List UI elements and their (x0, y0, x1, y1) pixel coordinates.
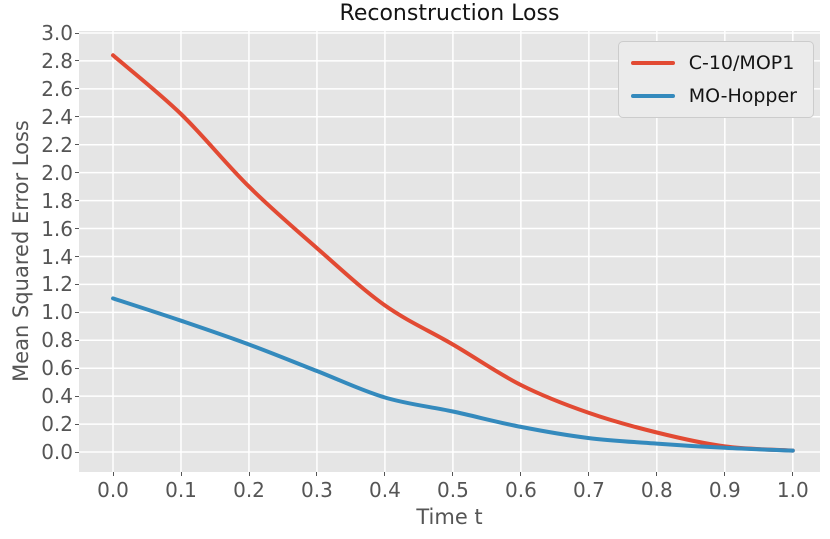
x-tick-mark (588, 472, 590, 476)
x-tick-mark (452, 472, 454, 476)
y-tick-mark (75, 200, 79, 202)
x-tick-label: 0.5 (436, 478, 469, 502)
x-tick-label: 1.0 (776, 478, 809, 502)
x-tick-mark (316, 472, 318, 476)
x-tick-label: 0.4 (368, 478, 401, 502)
y-tick-mark (75, 172, 79, 174)
y-tick-label: 2.0 (41, 160, 73, 185)
y-tick-mark (75, 60, 79, 62)
y-tick-label: 2.8 (41, 48, 73, 73)
x-tick-mark (656, 472, 658, 476)
chart-title: Reconstruction Loss (339, 1, 560, 26)
y-tick-mark (75, 311, 79, 313)
legend-entry: MO-Hopper (630, 83, 797, 109)
plot-area: C-10/MOP1 MO-Hopper (79, 31, 820, 472)
x-axis-label: Time t (416, 505, 483, 529)
x-tick-mark (384, 472, 386, 476)
x-tick-mark (112, 472, 114, 476)
x-tick-label: 0.8 (640, 478, 673, 502)
x-tick-label: 0.0 (97, 478, 129, 502)
y-tick-mark (75, 88, 79, 90)
x-tick-mark (520, 472, 522, 476)
x-tick-label: 0.1 (165, 478, 197, 502)
legend-entry: C-10/MOP1 (630, 50, 797, 76)
x-tick-label: 0.6 (504, 478, 537, 502)
y-tick-label: 2.6 (41, 76, 73, 101)
y-tick-mark (75, 395, 79, 397)
x-tick-label: 0.7 (572, 478, 605, 502)
x-tick-mark (248, 472, 250, 476)
series-line-c-10-mop1 (111, 53, 795, 453)
y-tick-mark (75, 32, 79, 34)
x-tick-label: 0.2 (233, 478, 265, 502)
y-tick-label: 1.8 (41, 188, 73, 213)
legend-line-swatch (630, 94, 675, 98)
y-tick-label: 0.4 (41, 384, 73, 409)
x-tick-label: 0.9 (708, 478, 741, 502)
y-tick-label: 2.2 (41, 132, 73, 157)
y-tick-label: 3.0 (41, 21, 73, 45)
y-tick-mark (75, 256, 79, 257)
x-tick-label: 0.3 (300, 478, 333, 502)
y-tick-mark (75, 367, 79, 369)
series-line-mo-hopper (111, 296, 795, 453)
y-tick-mark (75, 116, 79, 118)
y-tick-mark (75, 339, 79, 341)
legend: C-10/MOP1 MO-Hopper (617, 41, 814, 118)
y-tick-mark (75, 228, 79, 229)
y-tick-mark (75, 144, 79, 146)
y-tick-mark (75, 283, 79, 285)
y-tick-mark (75, 451, 79, 453)
legend-label: MO-Hopper (688, 85, 797, 107)
y-tick-mark (75, 423, 79, 425)
y-tick-label: 0.0 (41, 440, 73, 464)
y-tick-label: 1.4 (41, 244, 73, 269)
y-tick-label: 1.6 (41, 216, 73, 241)
y-tick-label: 0.8 (41, 328, 73, 353)
y-tick-label: 1.0 (41, 300, 73, 325)
x-tick-mark (792, 472, 794, 476)
legend-label: C-10/MOP1 (688, 52, 795, 74)
y-tick-label: 0.2 (41, 412, 73, 437)
y-tick-label: 0.6 (41, 356, 73, 381)
y-tick-label: 1.2 (41, 272, 73, 297)
legend-line-swatch (630, 61, 675, 65)
y-tick-label: 2.4 (41, 104, 73, 129)
x-tick-mark (180, 472, 182, 476)
x-tick-mark (724, 472, 726, 476)
